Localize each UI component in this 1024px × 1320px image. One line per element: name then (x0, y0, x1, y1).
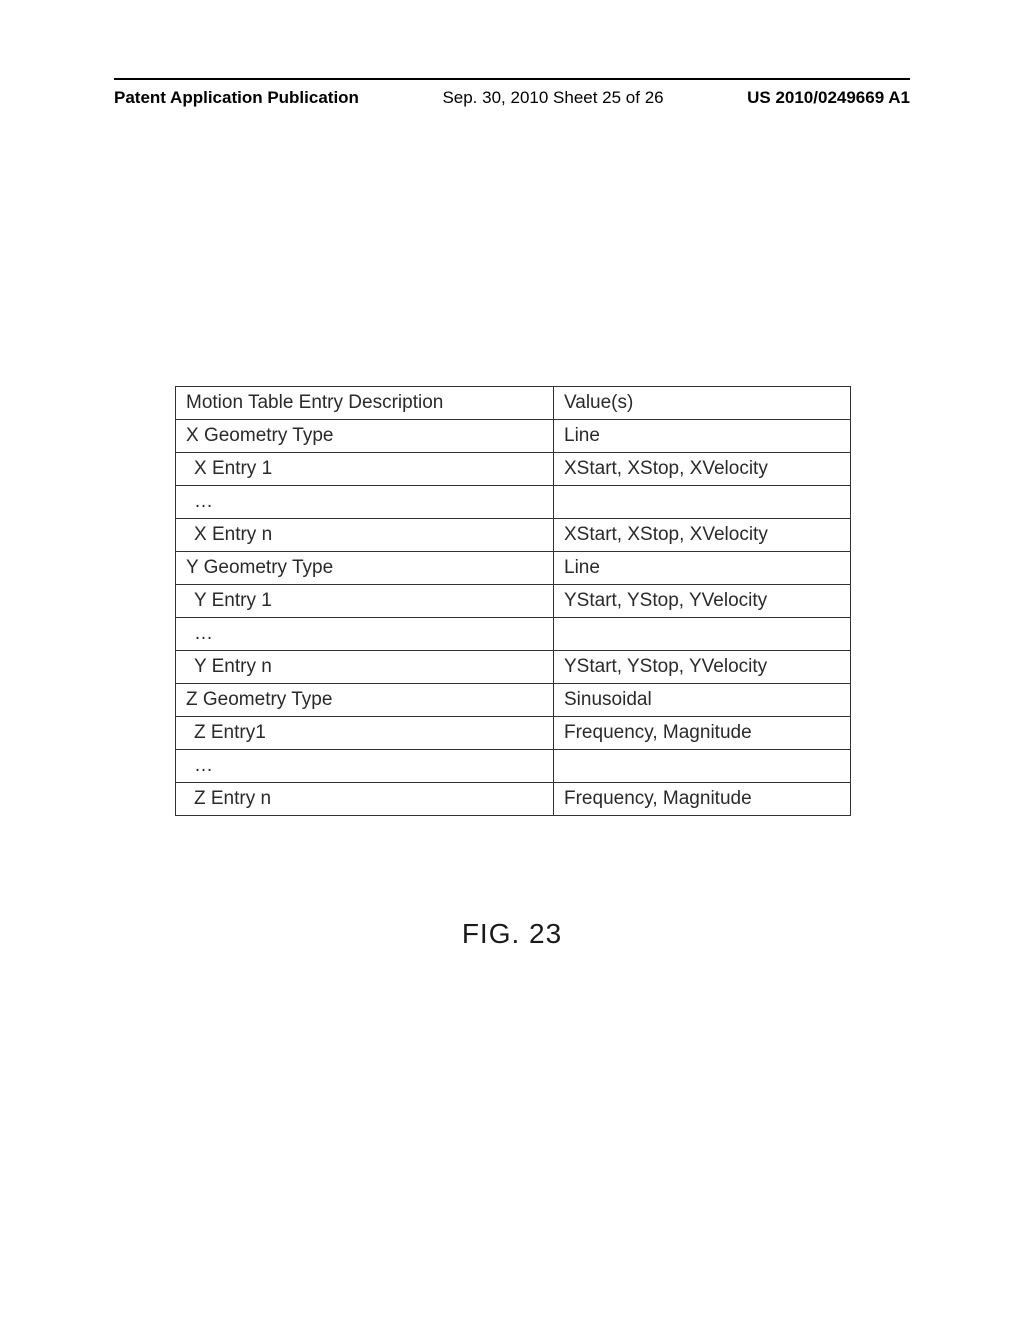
cell-val: YStart, YStop, YVelocity (554, 651, 851, 684)
table-row: X Geometry Type Line (176, 420, 851, 453)
cell-val: YStart, YStop, YVelocity (554, 585, 851, 618)
cell-val: XStart, XStop, XVelocity (554, 519, 851, 552)
cell-desc: Z Geometry Type (176, 684, 554, 717)
header-center: Sep. 30, 2010 Sheet 25 of 26 (442, 88, 663, 108)
table-row: X Entry n XStart, XStop, XVelocity (176, 519, 851, 552)
table-row: … (176, 486, 851, 519)
motion-table: Motion Table Entry Description Value(s) … (175, 386, 851, 816)
cell-desc: X Entry 1 (176, 453, 554, 486)
figure-caption: FIG. 23 (0, 918, 1024, 950)
table-row: … (176, 618, 851, 651)
cell-desc: X Entry n (176, 519, 554, 552)
cell-desc: Y Entry n (176, 651, 554, 684)
table-header-desc: Motion Table Entry Description (176, 387, 554, 420)
cell-val: Line (554, 552, 851, 585)
cell-val (554, 750, 851, 783)
cell-val: Line (554, 420, 851, 453)
cell-desc: Z Entry n (176, 783, 554, 816)
cell-desc: … (176, 618, 554, 651)
cell-desc: … (176, 486, 554, 519)
header-left: Patent Application Publication (114, 88, 359, 108)
table-row: … (176, 750, 851, 783)
cell-val (554, 618, 851, 651)
cell-val: XStart, XStop, XVelocity (554, 453, 851, 486)
cell-desc: X Geometry Type (176, 420, 554, 453)
cell-val: Frequency, Magnitude (554, 717, 851, 750)
table-row: Y Geometry Type Line (176, 552, 851, 585)
motion-table-container: Motion Table Entry Description Value(s) … (175, 386, 851, 816)
cell-val: Sinusoidal (554, 684, 851, 717)
cell-desc: … (176, 750, 554, 783)
header-rule (114, 78, 910, 80)
cell-val (554, 486, 851, 519)
header-right: US 2010/0249669 A1 (747, 88, 910, 108)
table-header-val: Value(s) (554, 387, 851, 420)
table-row: Y Entry n YStart, YStop, YVelocity (176, 651, 851, 684)
cell-desc: Z Entry1 (176, 717, 554, 750)
cell-desc: Y Geometry Type (176, 552, 554, 585)
table-row: Z Geometry Type Sinusoidal (176, 684, 851, 717)
table-header-row: Motion Table Entry Description Value(s) (176, 387, 851, 420)
cell-val: Frequency, Magnitude (554, 783, 851, 816)
table-row: Y Entry 1 YStart, YStop, YVelocity (176, 585, 851, 618)
table-row: Z Entry1 Frequency, Magnitude (176, 717, 851, 750)
cell-desc: Y Entry 1 (176, 585, 554, 618)
page-header: Patent Application Publication Sep. 30, … (114, 88, 910, 108)
table-row: Z Entry n Frequency, Magnitude (176, 783, 851, 816)
table-row: X Entry 1 XStart, XStop, XVelocity (176, 453, 851, 486)
